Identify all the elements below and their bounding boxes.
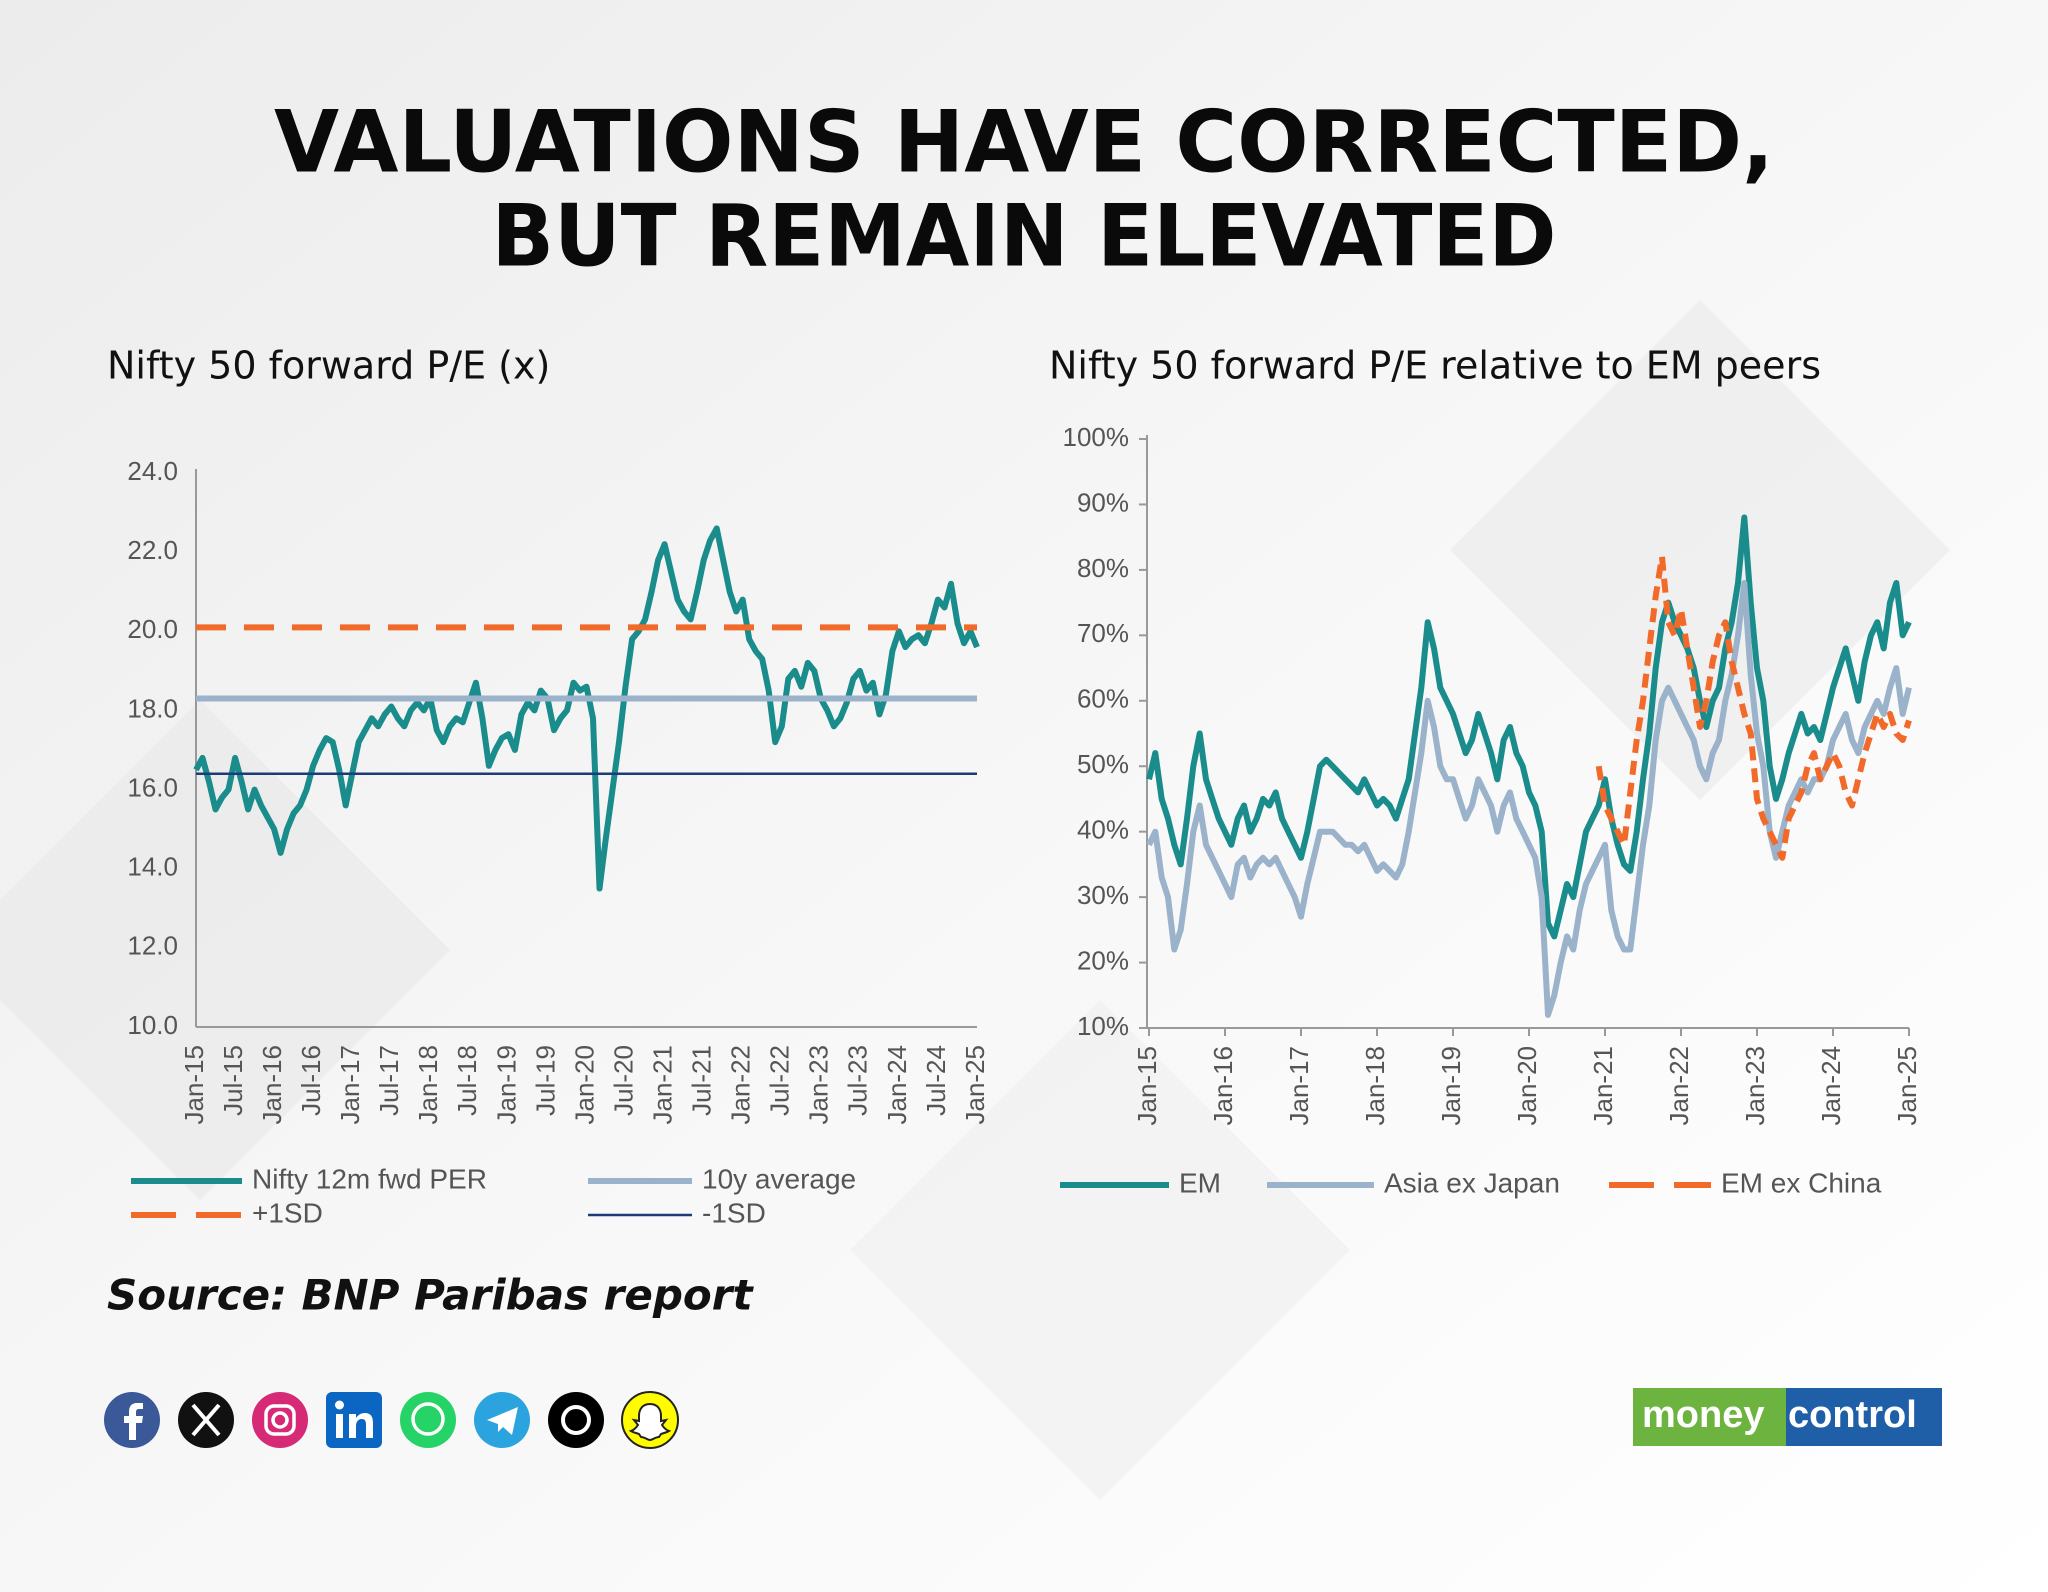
x-glyph [191, 1403, 221, 1437]
x-tick-label: Jan-17 [335, 1045, 365, 1125]
linkedin-glyph [335, 1400, 344, 1410]
x-tick-label: Jan-19 [1436, 1046, 1466, 1126]
logo-right-box [1786, 1388, 1942, 1446]
source: Source: BNP Paribas report [107, 1271, 754, 1320]
x-tick-label: Jul-24 [921, 1045, 951, 1116]
threads-glyph [561, 1405, 591, 1435]
bg-shape [1450, 300, 1950, 800]
facebook-glyph [124, 1403, 143, 1440]
y-tick-label: 70% [1077, 618, 1129, 648]
x-tick-label: Jan-24 [882, 1045, 912, 1125]
x-tick-label: Jan-21 [647, 1045, 677, 1125]
logo-text: control [1788, 1394, 1917, 1436]
y-tick-label: 14.0 [127, 852, 178, 882]
x-tick-label: Jul-15 [218, 1045, 248, 1116]
x-tick-label: Jul-16 [296, 1045, 326, 1116]
logo: money control [1633, 1388, 1942, 1446]
legend-label: EM ex China [1721, 1167, 1882, 1198]
legend-label: Nifty 12m fwd PER [252, 1163, 487, 1194]
instagram-icon [252, 1392, 308, 1448]
title-line: VALUATIONS HAVE CORRECTED, [274, 92, 1774, 192]
x-tick-label: Jan-22 [1664, 1046, 1694, 1126]
x-tick-label: Jan-18 [413, 1045, 443, 1125]
x-tick-label: Jul-19 [530, 1045, 560, 1116]
legend-label: +1SD [252, 1197, 323, 1228]
x-tick-label: Jan-20 [1512, 1046, 1542, 1126]
instagram-glyph [264, 1404, 296, 1436]
x-tick-label: Jan-22 [726, 1045, 756, 1125]
linkedin-glyph [349, 1413, 373, 1438]
x-tick-label: Jan-15 [179, 1045, 209, 1125]
y-tick-label: 16.0 [127, 772, 178, 802]
x-tick-label: Jan-20 [569, 1045, 599, 1125]
series-line [1146, 580, 1912, 1018]
x-tick-label: Jan-19 [491, 1045, 521, 1125]
x-tick-label: Jan-25 [1892, 1046, 1922, 1126]
x-tick-label: Jan-17 [1284, 1046, 1314, 1126]
y-tick-label: 20.0 [127, 614, 178, 644]
y-tick-label: 22.0 [127, 535, 178, 565]
y-tick-label: 10% [1077, 1011, 1129, 1041]
y-tick-label: 12.0 [127, 931, 178, 961]
y-tick-label: 80% [1077, 553, 1129, 583]
snapchat-glyph [628, 1402, 672, 1442]
x-tick-label: Jul-23 [843, 1045, 873, 1116]
title-line: BUT REMAIN ELEVATED [492, 186, 1557, 286]
instagram-glyph [271, 1411, 289, 1429]
telegram-glyph [487, 1407, 518, 1435]
x-tick-label: Jan-24 [1816, 1046, 1846, 1126]
y-tick-label: 50% [1077, 749, 1129, 779]
threads-icon [548, 1392, 604, 1448]
x-tick-label: Jul-22 [765, 1045, 795, 1116]
x-tick-label: Jan-18 [1360, 1046, 1390, 1126]
y-tick-label: 24.0 [127, 456, 178, 486]
y-tick-label: 30% [1077, 880, 1129, 910]
y-tick-label: 60% [1077, 684, 1129, 714]
linkedin-glyph [336, 1414, 343, 1438]
logo-text: money [1642, 1394, 1764, 1436]
y-tick-label: 90% [1077, 487, 1129, 517]
x-tick-label: Jul-21 [687, 1045, 717, 1116]
legend-label: Asia ex Japan [1384, 1167, 1560, 1198]
x-tick-label: Jan-21 [1588, 1046, 1618, 1126]
y-tick-label: 18.0 [127, 693, 178, 723]
bg-shape [0, 700, 450, 1200]
social-icons [104, 1391, 679, 1449]
whatsapp-icon [400, 1392, 456, 1448]
y-tick-label: 100% [1063, 422, 1130, 452]
whatsapp-glyph [411, 1402, 445, 1436]
x-tick-label: Jul-20 [608, 1045, 638, 1116]
logo-left-box [1633, 1388, 1786, 1446]
series-line [193, 525, 980, 892]
y-tick-label: 20% [1077, 945, 1129, 975]
y-tick-label: 40% [1077, 815, 1129, 845]
bg-shape [850, 1000, 1350, 1500]
x-tick-label: Jan-25 [960, 1045, 990, 1125]
series-line [1595, 553, 1912, 861]
chart-title: Nifty 50 forward P/E (x) [107, 344, 550, 388]
y-tick-label: 10.0 [127, 1010, 178, 1040]
x-tick-label: Jan-23 [1740, 1046, 1770, 1126]
x-tick-label: Jul-17 [374, 1045, 404, 1116]
x-tick-label: Jan-16 [257, 1045, 287, 1125]
chart-title: Nifty 50 forward P/E relative to EM peer… [1049, 344, 1821, 388]
legend-label: -1SD [702, 1197, 766, 1228]
legend-label: EM [1179, 1167, 1221, 1198]
x-tick-label: Jan-15 [1132, 1046, 1162, 1126]
x-tick-label: Jan-23 [804, 1045, 834, 1125]
series-line [1146, 514, 1912, 940]
x-tick-label: Jul-18 [452, 1045, 482, 1116]
x-tick-label: Jan-16 [1208, 1046, 1238, 1126]
legend-label: 10y average [702, 1163, 856, 1194]
charts: 10.0 12.0 14.0 16.0 18.0 20.0 22.0 24.0 Jan-15 Ju… [127, 422, 1921, 1229]
